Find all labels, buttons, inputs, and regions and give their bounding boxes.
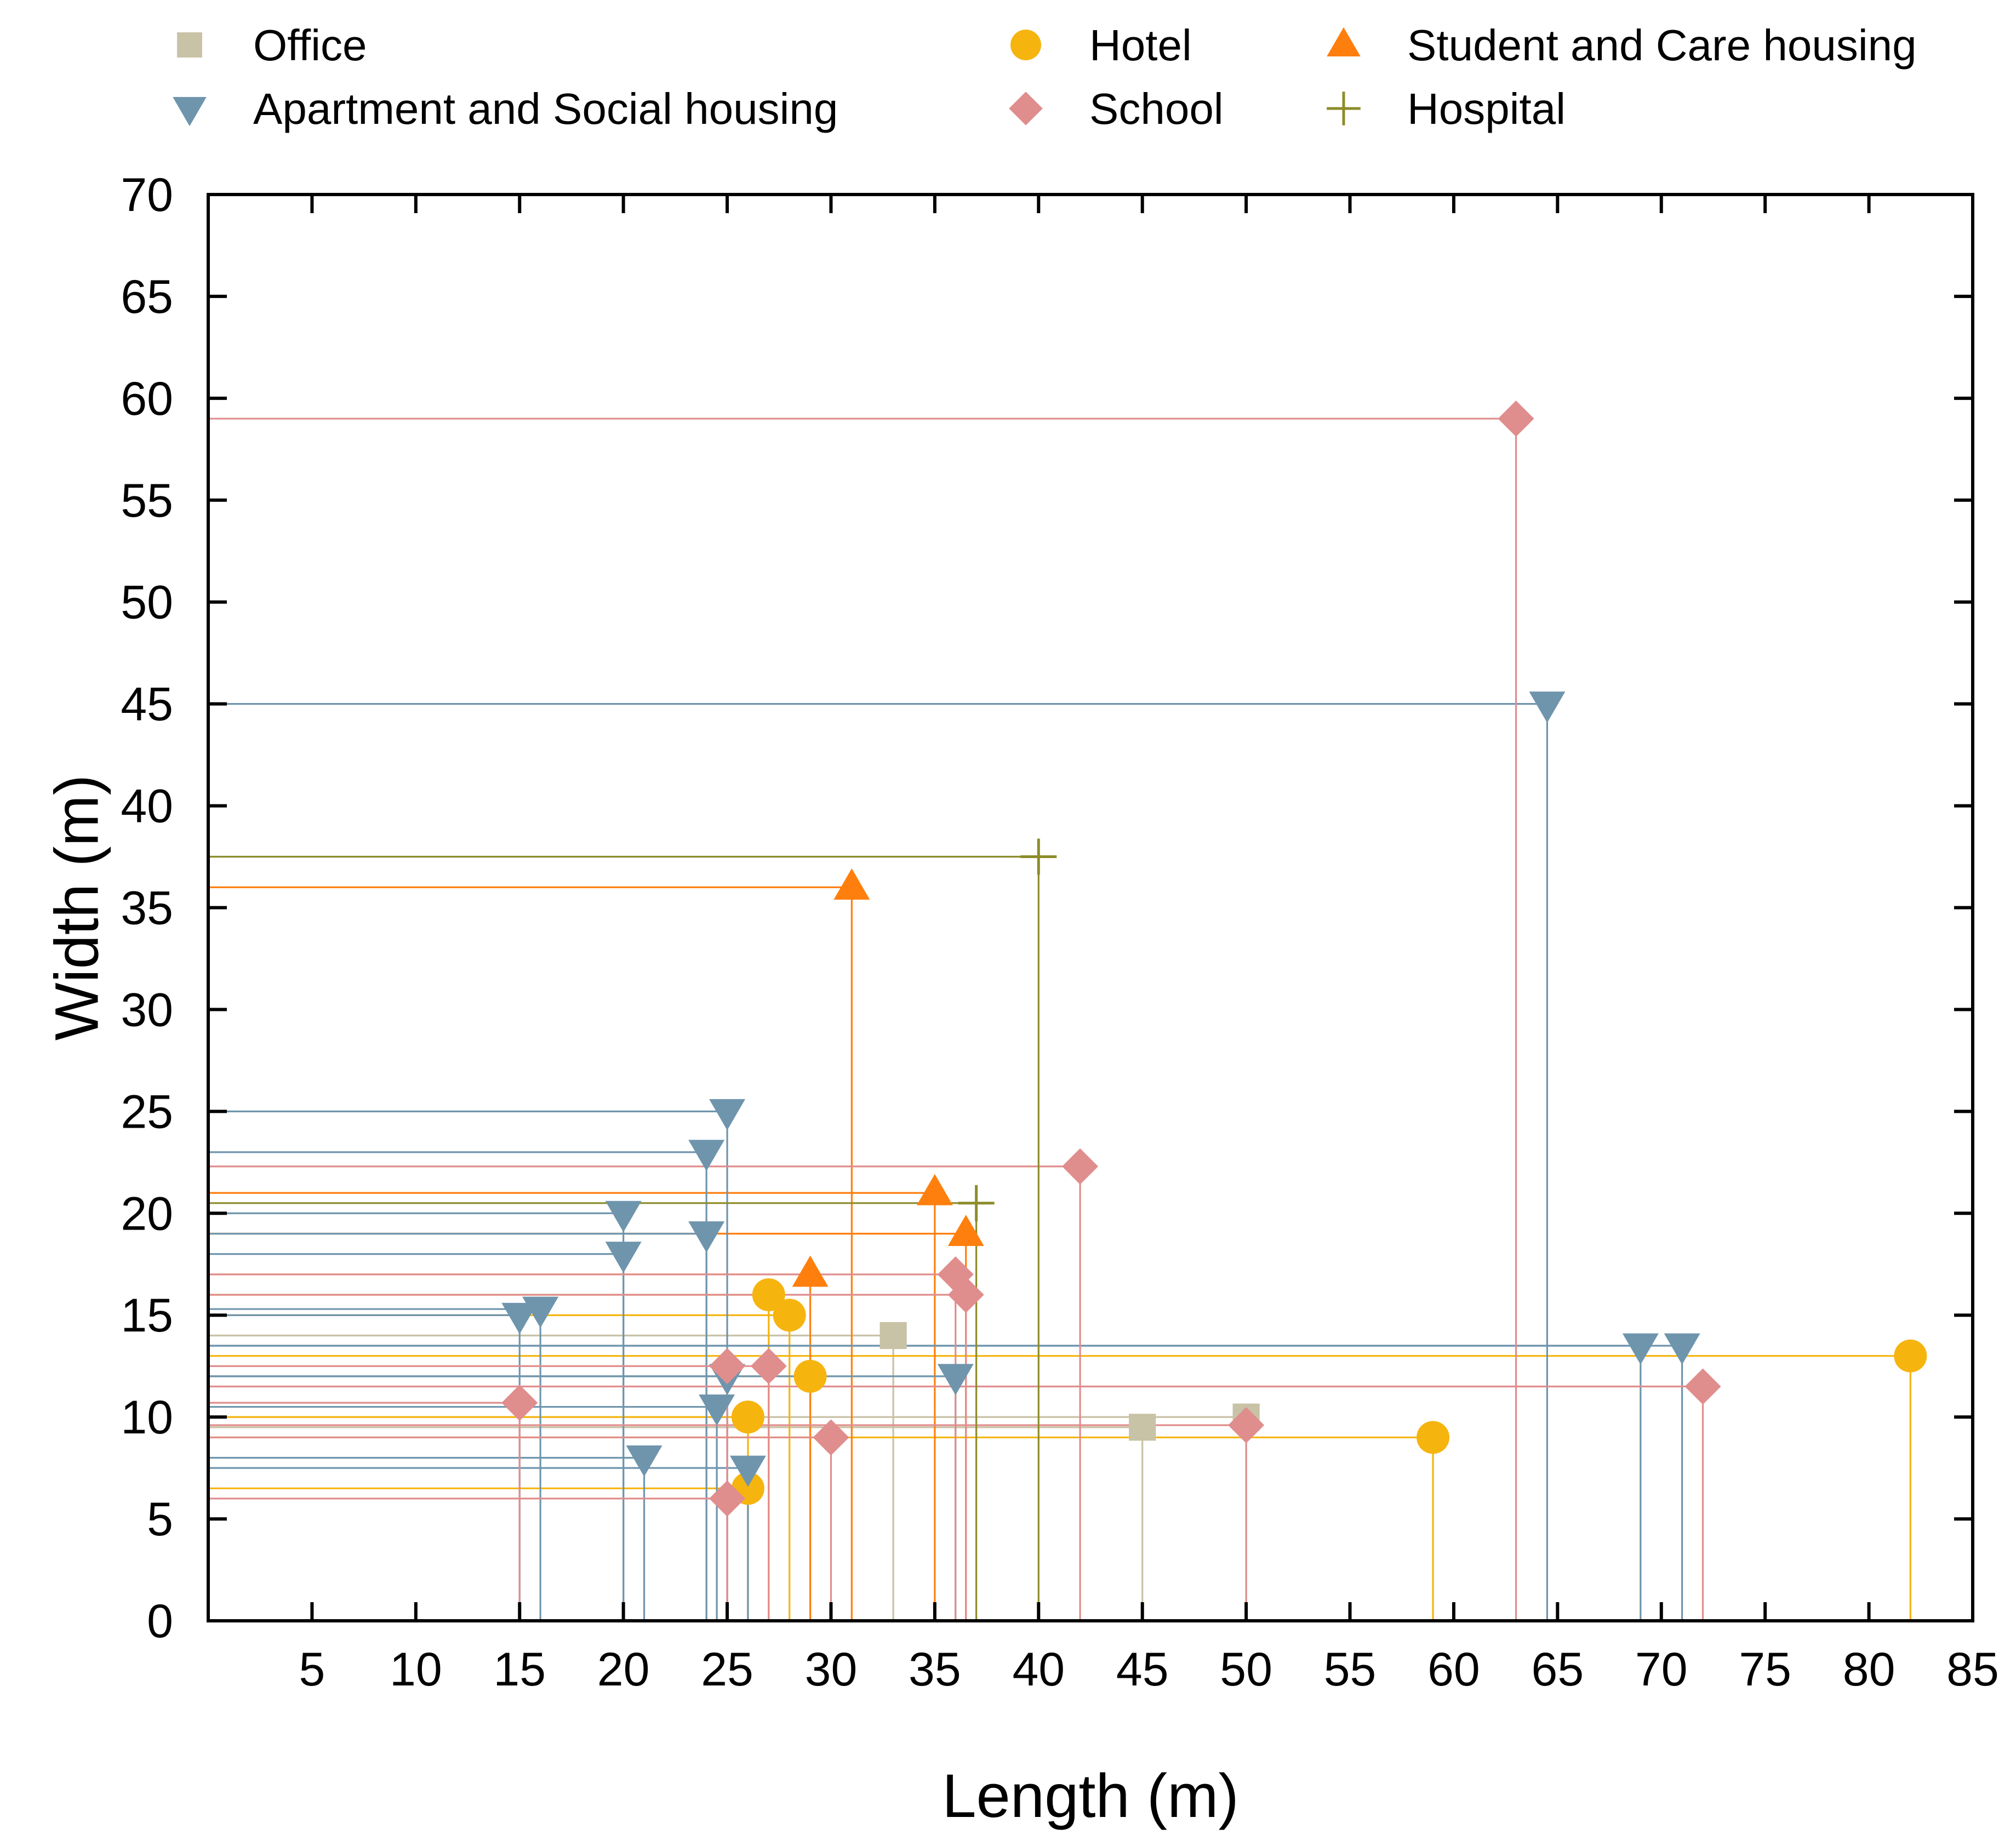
legend-marker-office [177, 32, 202, 58]
x-tick-label: 5 [299, 1643, 325, 1696]
data-point-school [709, 1348, 746, 1385]
data-point-apartment-and-social-housing [501, 1302, 538, 1334]
data-point-apartment-and-social-housing [626, 1445, 663, 1477]
data-point-apartment-and-social-housing [1622, 1333, 1659, 1365]
x-tick-label: 40 [1012, 1643, 1065, 1696]
data-point-school [709, 1480, 746, 1517]
y-tick-label: 25 [121, 1085, 173, 1138]
y-tick-label: 5 [147, 1493, 173, 1546]
data-point-apartment-and-social-housing [699, 1394, 735, 1426]
x-axis-title: Length (m) [942, 1762, 1239, 1830]
x-tick-label: 70 [1635, 1643, 1688, 1696]
data-point-student-and-care-housing [792, 1255, 829, 1287]
data-point-apartment-and-social-housing [1529, 691, 1566, 723]
legend-label-hospital: Hospital [1407, 84, 1566, 133]
legend-marker-school [1009, 92, 1043, 125]
y-tick-label: 30 [121, 984, 173, 1036]
x-tick-label: 75 [1739, 1643, 1791, 1696]
x-tick-label: 25 [701, 1643, 753, 1696]
data-point-apartment-and-social-housing [688, 1221, 725, 1253]
legend-marker-apartment-and-social-housing [173, 97, 207, 127]
x-tick-label: 15 [493, 1643, 546, 1696]
y-tick-label: 55 [121, 475, 173, 527]
x-tick-label: 45 [1116, 1643, 1169, 1696]
y-tick-labels: 0 5 10 15 20 25 30 35 40 45 50 55 60 65 70 [121, 169, 173, 1648]
data-point-apartment-and-social-housing [688, 1140, 725, 1171]
data-point-hotel [752, 1278, 785, 1312]
data-point-hotel [773, 1299, 806, 1332]
data-point-apartment-and-social-housing [937, 1364, 974, 1396]
data-point-school [1062, 1148, 1099, 1185]
data-point-apartment-and-social-housing [709, 1099, 746, 1130]
data-point-office [879, 1322, 907, 1349]
data-point-school [947, 1277, 984, 1313]
data-markers [501, 401, 1927, 1517]
x-tick-label: 10 [390, 1643, 442, 1696]
x-tick-labels: 5 10 15 20 25 30 35 40 45 50 55 60 65 70 75 80 85 [299, 1643, 1998, 1696]
y-tick-label: 60 [121, 373, 173, 425]
legend-marker-hospital [1327, 92, 1361, 125]
x-tick-label: 20 [597, 1643, 650, 1696]
legend-marker-student-and-care-housing [1327, 27, 1361, 56]
data-point-apartment-and-social-housing [522, 1296, 559, 1328]
data-point-apartment-and-social-housing [729, 1455, 766, 1487]
x-tick-label: 55 [1324, 1643, 1377, 1696]
y-tick-label: 15 [121, 1289, 173, 1342]
data-point-hotel [1417, 1421, 1450, 1454]
x-tick-label: 60 [1427, 1643, 1480, 1696]
data-point-school [813, 1419, 849, 1456]
x-tick-label: 50 [1220, 1643, 1272, 1696]
data-point-school [1684, 1368, 1721, 1405]
legend-label-office: Office [253, 21, 367, 70]
x-tick-label: 30 [805, 1643, 858, 1696]
legend: Office Hotel Student and Care housing Apart… [173, 21, 1917, 133]
y-tick-label: 0 [147, 1595, 173, 1648]
legend-label-school: School [1089, 84, 1224, 133]
x-tick-label: 80 [1843, 1643, 1895, 1696]
x-tick-label: 65 [1532, 1643, 1584, 1696]
x-tick-label: 35 [909, 1643, 961, 1696]
data-point-hospital [1020, 838, 1057, 875]
y-tick-label: 20 [121, 1187, 173, 1240]
y-tick-label: 35 [121, 882, 173, 935]
y-tick-label: 65 [121, 271, 173, 323]
y-tick-label: 40 [121, 780, 173, 833]
y-tick-label: 10 [121, 1391, 173, 1444]
data-point-school [750, 1348, 787, 1385]
data-point-student-and-care-housing [947, 1214, 984, 1246]
data-point-school [1498, 401, 1534, 437]
legend-label-apartment-and-social-housing: Apartment and Social housing [253, 84, 838, 133]
data-point-office [1129, 1414, 1156, 1441]
y-axis-title: Width (m) [43, 775, 111, 1041]
y-tick-label: 70 [121, 169, 173, 221]
data-point-school [501, 1385, 538, 1421]
data-point-school [1228, 1407, 1265, 1444]
drop-lines [208, 418, 1911, 1621]
y-tick-label: 45 [121, 678, 173, 731]
data-point-student-and-care-housing [833, 868, 870, 900]
y-tick-label: 50 [121, 576, 173, 629]
data-point-hospital [958, 1185, 995, 1221]
legend-label-hotel: Hotel [1089, 21, 1192, 70]
data-point-hotel [1894, 1339, 1927, 1373]
data-point-apartment-and-social-housing [1664, 1333, 1700, 1365]
legend-marker-hotel [1010, 30, 1041, 60]
x-tick-label: 85 [1946, 1643, 1999, 1696]
data-point-apartment-and-social-housing [605, 1242, 642, 1273]
legend-label-student-and-care-housing: Student and Care housing [1407, 21, 1917, 70]
data-point-hotel [793, 1359, 827, 1393]
plot-frame [207, 193, 1974, 1622]
data-point-hotel [731, 1401, 764, 1434]
data-point-student-and-care-housing [916, 1174, 953, 1205]
data-point-apartment-and-social-housing [605, 1201, 642, 1232]
